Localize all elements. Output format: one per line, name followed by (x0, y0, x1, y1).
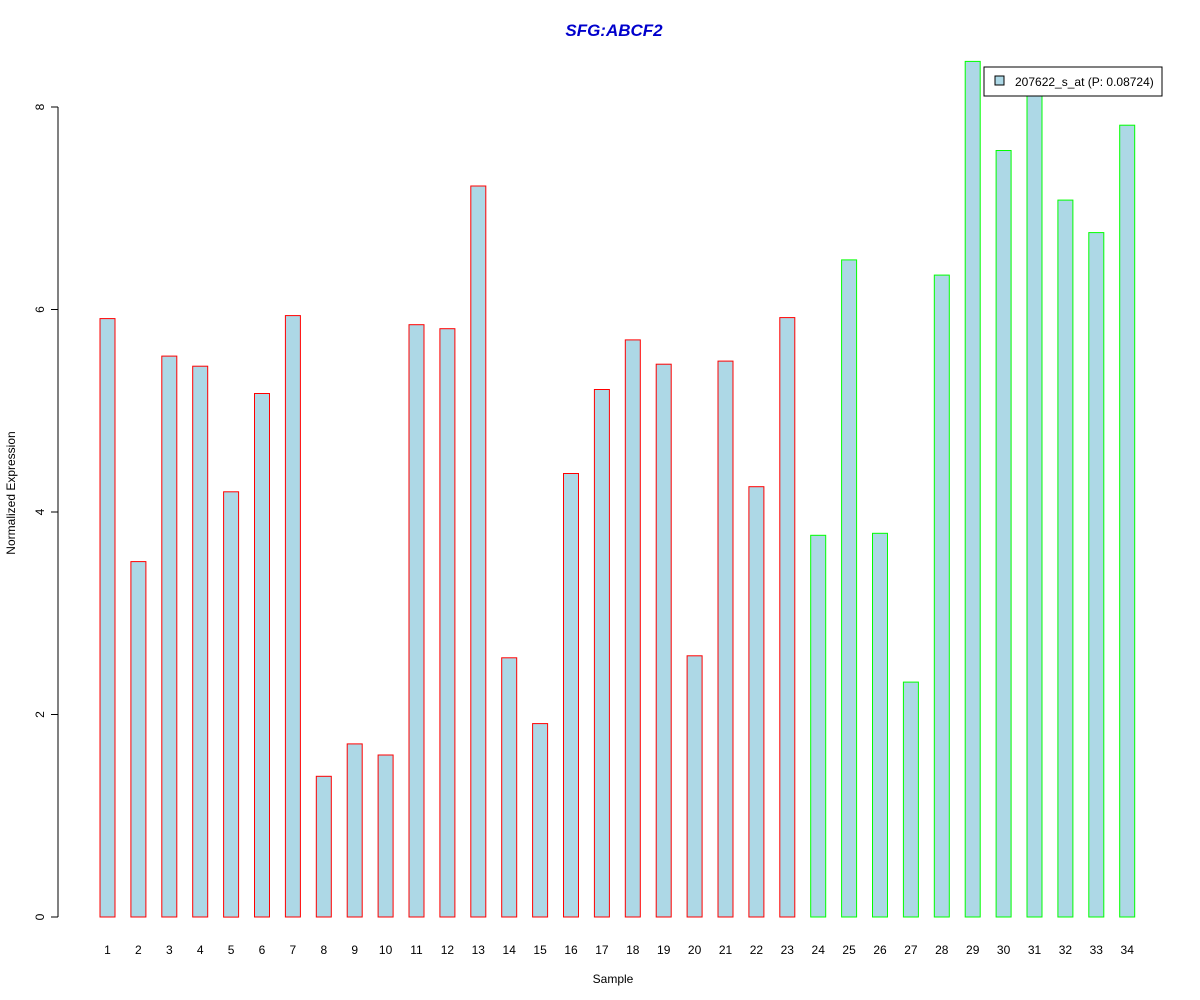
legend-label: 207622_s_at (P: 0.08724) (1015, 75, 1154, 89)
y-tick-label: 6 (33, 306, 47, 313)
bar (99, 318, 116, 918)
x-tick-label: 27 (904, 943, 918, 957)
x-tick-label: 13 (472, 943, 486, 957)
bar (872, 532, 888, 918)
bar (748, 486, 765, 918)
bar (223, 491, 240, 918)
x-tick-label: 2 (135, 943, 142, 957)
y-tick-label: 2 (33, 711, 47, 718)
bar (1088, 232, 1105, 918)
bar (161, 355, 178, 918)
bar (192, 365, 209, 918)
x-tick-label: 15 (533, 943, 547, 957)
bar (624, 339, 641, 918)
bar (377, 754, 394, 918)
bar (995, 150, 1012, 918)
bar (841, 259, 858, 918)
x-tick-label: 34 (1121, 943, 1135, 957)
bar (779, 317, 796, 918)
legend: 207622_s_at (P: 0.08724) (983, 66, 1163, 97)
x-tick-label: 17 (595, 943, 609, 957)
y-tick-label: 8 (33, 103, 47, 110)
x-tick-label: 8 (320, 943, 327, 957)
bar (1057, 199, 1074, 918)
bar (902, 681, 919, 918)
bar (717, 360, 734, 918)
bar (655, 363, 672, 918)
bar (284, 315, 301, 918)
bar (1026, 90, 1043, 918)
x-tick-label: 12 (441, 943, 455, 957)
x-tick-label: 31 (1028, 943, 1042, 957)
bar (130, 561, 147, 918)
bar (439, 328, 456, 918)
x-tick-label: 29 (966, 943, 980, 957)
x-tick-label: 19 (657, 943, 671, 957)
chart-title: SFG:ABCF2 (565, 21, 663, 40)
legend-box (983, 66, 1163, 97)
bar (408, 324, 425, 918)
x-tick-label: 22 (750, 943, 764, 957)
x-axis-labels: 1 2 3 4 5 6 7 8 9 10 11 12 13 14 15 16 17 18 19 20 21 22 23 24 2… (104, 943, 1134, 957)
y-axis: 0 2 4 6 8 (33, 103, 59, 920)
bars (99, 60, 1136, 918)
x-tick-label: 5 (228, 943, 235, 957)
x-tick-label: 20 (688, 943, 702, 957)
x-axis-title: Sample (593, 972, 634, 986)
bar (593, 389, 610, 918)
x-tick-label: 18 (626, 943, 640, 957)
y-tick-label: 4 (33, 508, 47, 515)
bar (933, 274, 950, 918)
x-tick-label: 16 (564, 943, 578, 957)
x-tick-label: 28 (935, 943, 949, 957)
x-tick-label: 23 (781, 943, 795, 957)
bar (964, 60, 981, 918)
y-tick-label: 0 (33, 913, 47, 920)
x-tick-label: 33 (1090, 943, 1104, 957)
x-tick-label: 24 (812, 943, 826, 957)
x-tick-label: 26 (873, 943, 887, 957)
bar (501, 657, 518, 918)
x-tick-label: 6 (259, 943, 266, 957)
x-tick-label: 21 (719, 943, 733, 957)
x-tick-label: 14 (503, 943, 517, 957)
bar (315, 775, 332, 918)
bar (254, 393, 270, 918)
x-tick-label: 3 (166, 943, 173, 957)
x-tick-label: 10 (379, 943, 393, 957)
bar (810, 534, 827, 918)
x-tick-label: 32 (1059, 943, 1073, 957)
bar (470, 185, 487, 918)
x-tick-label: 7 (290, 943, 297, 957)
x-tick-label: 25 (842, 943, 856, 957)
bar (346, 743, 363, 918)
y-axis-title: Normalized Expression (4, 431, 18, 554)
bar (532, 723, 549, 918)
legend-swatch (994, 75, 1005, 86)
bar (563, 473, 579, 918)
x-tick-label: 4 (197, 943, 204, 957)
bar (686, 655, 703, 918)
x-tick-label: 30 (997, 943, 1011, 957)
x-tick-label: 1 (104, 943, 111, 957)
x-tick-label: 11 (410, 943, 423, 957)
bar (1119, 124, 1136, 918)
x-tick-label: 9 (351, 943, 358, 957)
